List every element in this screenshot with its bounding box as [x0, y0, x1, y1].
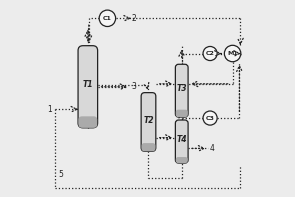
Text: C2: C2 [206, 51, 214, 56]
Text: T2: T2 [143, 115, 154, 125]
Text: M1: M1 [227, 51, 238, 56]
Text: 4: 4 [210, 144, 214, 153]
Text: 3: 3 [131, 82, 136, 91]
Text: T1: T1 [83, 80, 93, 89]
Text: C1: C1 [103, 16, 112, 21]
Circle shape [203, 46, 217, 60]
FancyBboxPatch shape [176, 110, 188, 117]
Circle shape [99, 10, 116, 27]
Text: C3: C3 [206, 116, 214, 121]
FancyBboxPatch shape [175, 64, 188, 117]
Text: 2: 2 [132, 14, 136, 23]
Text: T4: T4 [176, 135, 187, 144]
FancyBboxPatch shape [176, 157, 188, 163]
FancyBboxPatch shape [142, 143, 155, 151]
Circle shape [224, 45, 241, 62]
FancyBboxPatch shape [141, 93, 156, 151]
FancyBboxPatch shape [78, 46, 98, 128]
FancyBboxPatch shape [78, 116, 97, 128]
FancyBboxPatch shape [175, 120, 188, 163]
Circle shape [203, 111, 217, 125]
Text: T3: T3 [176, 84, 187, 93]
Text: 1: 1 [47, 105, 52, 114]
Text: 5: 5 [58, 170, 63, 179]
